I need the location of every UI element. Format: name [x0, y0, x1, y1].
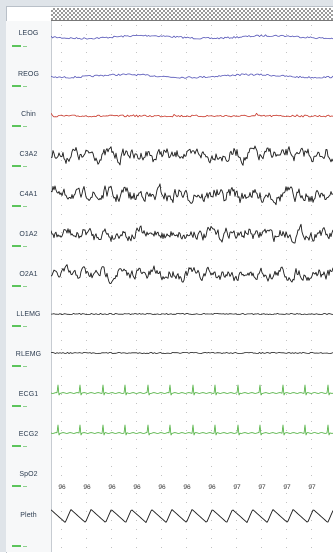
waveform-ecg2: [51, 424, 333, 436]
scale-marker: [12, 445, 21, 447]
spo2-value-row: 96 96 96 96 96 96 96 97 97 97 97: [58, 484, 316, 491]
channel-label-rlemg[interactable]: RLEMG: [15, 351, 42, 358]
waveform-o1a2: [51, 223, 333, 244]
waveform-c3a2: [51, 145, 333, 166]
scale-marker: [12, 485, 21, 487]
waveform-chin: [51, 112, 333, 118]
scale-marker: [12, 245, 21, 247]
scale-marker: [12, 85, 21, 87]
scale-marker: [12, 545, 21, 547]
scale-marker: [23, 206, 27, 207]
channel-label-spo2[interactable]: SpO2: [19, 471, 38, 478]
waveform-pleth: [51, 509, 333, 523]
scale-marker: [23, 486, 27, 487]
scale-marker: [12, 405, 21, 407]
spo2-value: 97: [258, 484, 266, 491]
waveform-o2a1: [51, 264, 333, 285]
spo2-value: 97: [283, 484, 291, 491]
spo2-value: 96: [158, 484, 166, 491]
scale-marker: [12, 285, 21, 287]
scale-marker: [23, 126, 27, 127]
spo2-value: 96: [83, 484, 91, 491]
channel-label-o2a1[interactable]: O2A1: [19, 271, 38, 278]
scale-marker: [12, 165, 21, 167]
channel-label-chin[interactable]: Chin: [21, 111, 36, 118]
waveform-layer: [51, 34, 333, 523]
spo2-value: 96: [208, 484, 216, 491]
time-grid: [61, 25, 312, 548]
scale-marker: [23, 286, 27, 287]
waveform-ecg1: [51, 384, 333, 396]
scale-marker: [23, 86, 27, 87]
recording-panel: [6, 6, 333, 553]
scale-marker: [23, 546, 27, 547]
channel-label-reog[interactable]: REOG: [17, 71, 39, 78]
channel-label-o1a2[interactable]: O1A2: [19, 231, 38, 238]
channel-label-column: LEOG REOG Chin C3A2 C4A1 O1A2 O2A1 LLEMG…: [6, 21, 52, 552]
waveform-reog: [51, 73, 333, 79]
scale-marker: [12, 125, 21, 127]
channel-label-ecg1[interactable]: ECG1: [18, 391, 39, 398]
epoch-timeline-bar[interactable]: [51, 8, 333, 21]
scale-marker: [12, 325, 21, 327]
scale-marker: [23, 406, 27, 407]
waveform-c4a1: [51, 183, 333, 206]
spo2-value: 96: [58, 484, 66, 491]
scale-marker: [12, 45, 21, 47]
scale-marker: [12, 365, 21, 367]
spo2-value: 97: [233, 484, 241, 491]
scale-marker: [23, 166, 27, 167]
waveform-llemg: [51, 312, 333, 316]
spo2-value: 97: [308, 484, 316, 491]
spo2-value: 96: [133, 484, 141, 491]
spo2-value: 96: [108, 484, 116, 491]
scale-marker: [23, 446, 27, 447]
spo2-value: 96: [183, 484, 191, 491]
scale-marker: [23, 46, 27, 47]
channel-label-c4a1[interactable]: C4A1: [19, 191, 38, 198]
channel-label-c3a2[interactable]: C3A2: [19, 151, 38, 158]
waveform-rlemg: [51, 351, 333, 355]
waveform-leog: [51, 34, 333, 40]
scale-marker: [23, 326, 27, 327]
scale-marker: [23, 366, 27, 367]
channel-label-llemg[interactable]: LLEMG: [16, 311, 41, 318]
scale-marker: [12, 205, 21, 207]
scale-marker: [23, 246, 27, 247]
channel-label-ecg2[interactable]: ECG2: [18, 431, 39, 438]
signal-trace-area[interactable]: 96 96 96 96 96 96 96 97 97 97 97: [51, 21, 333, 552]
channel-label-pleth[interactable]: Pleth: [20, 512, 37, 519]
channel-label-leog[interactable]: LEOG: [18, 30, 39, 37]
